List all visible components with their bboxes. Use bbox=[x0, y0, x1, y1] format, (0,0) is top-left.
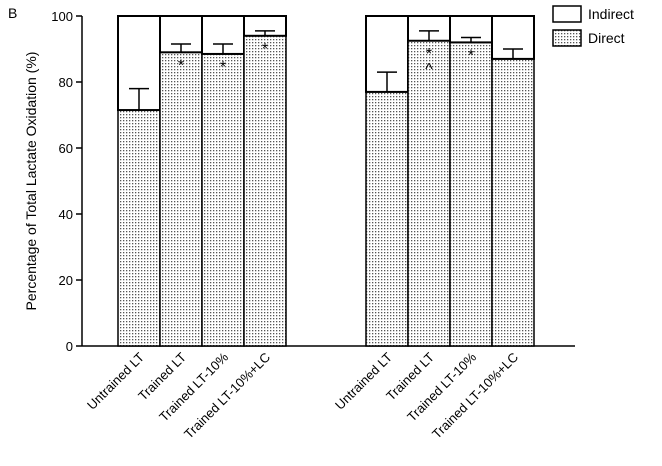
bar-direct bbox=[491, 58, 535, 347]
y-tick-label: 0 bbox=[66, 339, 73, 354]
significance-marker: ^ bbox=[425, 61, 433, 78]
legend: Indirect Direct bbox=[552, 5, 634, 47]
significance-marker: * bbox=[220, 59, 226, 76]
bar-direct bbox=[201, 53, 245, 347]
y-axis-label: Percentage of Total Lactate Oxidation (%… bbox=[23, 52, 39, 311]
y-tick-label: 80 bbox=[59, 75, 73, 90]
y-tick-label: 100 bbox=[51, 9, 73, 24]
bar-direct bbox=[159, 51, 203, 347]
bar-direct bbox=[449, 41, 493, 347]
panel-label: B bbox=[8, 5, 17, 21]
bar-direct bbox=[117, 109, 161, 347]
bar-direct bbox=[243, 35, 287, 347]
significance-marker: * bbox=[426, 46, 432, 63]
significance-marker: * bbox=[468, 47, 474, 64]
y-tick-label: 40 bbox=[59, 207, 73, 222]
significance-marker: * bbox=[178, 57, 184, 74]
x-tick-label: Untrained LT bbox=[332, 349, 395, 412]
legend-swatch bbox=[552, 29, 582, 47]
y-tick-label: 60 bbox=[59, 141, 73, 156]
legend-swatch bbox=[552, 5, 582, 23]
bars: * ** *^* bbox=[117, 15, 535, 347]
bar-direct bbox=[407, 40, 451, 347]
legend-label: Indirect bbox=[588, 6, 634, 22]
legend-label: Direct bbox=[588, 30, 625, 46]
x-tick-label: Untrained LT bbox=[84, 349, 147, 412]
bar-direct bbox=[365, 91, 409, 347]
y-tick-label: 20 bbox=[59, 273, 73, 288]
significance-marker: * bbox=[262, 41, 268, 58]
